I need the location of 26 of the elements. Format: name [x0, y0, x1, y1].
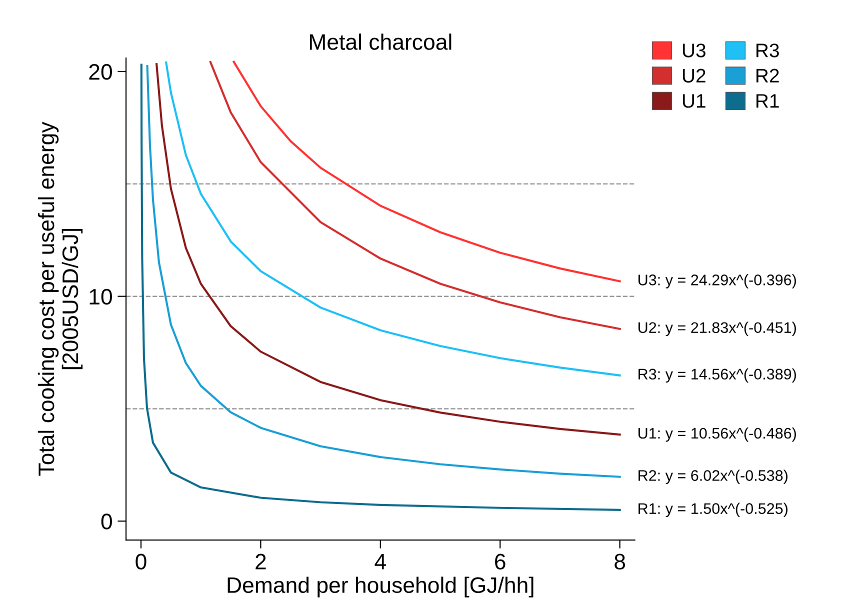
y-axis-title: Total cooking cost per useful energy [2005USD/GJ]	[38, 122, 83, 476]
text: R1: y = 1.50x^(-0.525)	[638, 502, 788, 518]
legend-label: U2	[682, 68, 706, 83]
text: R3: y = 14.56x^(-0.389)	[638, 368, 796, 383]
x-axis-title: Demand per household [GJ/hh]	[228, 576, 534, 598]
x-tick-label: 2	[256, 554, 266, 570]
y-tick-label: 0	[101, 514, 112, 530]
text: U1: y = 10.56x^(-0.486)	[638, 427, 796, 442]
legend-label: R3	[756, 44, 779, 58]
line-series	[232, 60, 621, 282]
y-tick-label: 10	[90, 288, 112, 305]
text: U2: y = 21.83x^(-0.451)	[638, 322, 796, 336]
legend-label: U1	[682, 94, 706, 108]
x-tick-label: 8	[614, 554, 626, 570]
legend-label: R1	[756, 94, 779, 108]
text: R2: y = 6.02x^(-0.538)	[638, 470, 788, 484]
legend-label: U3	[682, 44, 706, 58]
legend-label: R2	[756, 68, 779, 82]
line-series	[209, 61, 621, 330]
text: U3: y = 24.29x^(-0.396)	[638, 274, 796, 288]
line-series	[165, 61, 621, 376]
x-tick-label: 4	[374, 554, 386, 570]
y-tick-label: 20	[89, 64, 112, 80]
x-tick-label: 6	[495, 554, 506, 570]
chart-title: Metal charcoal	[310, 34, 452, 50]
x-tick-label: 0	[136, 554, 146, 570]
